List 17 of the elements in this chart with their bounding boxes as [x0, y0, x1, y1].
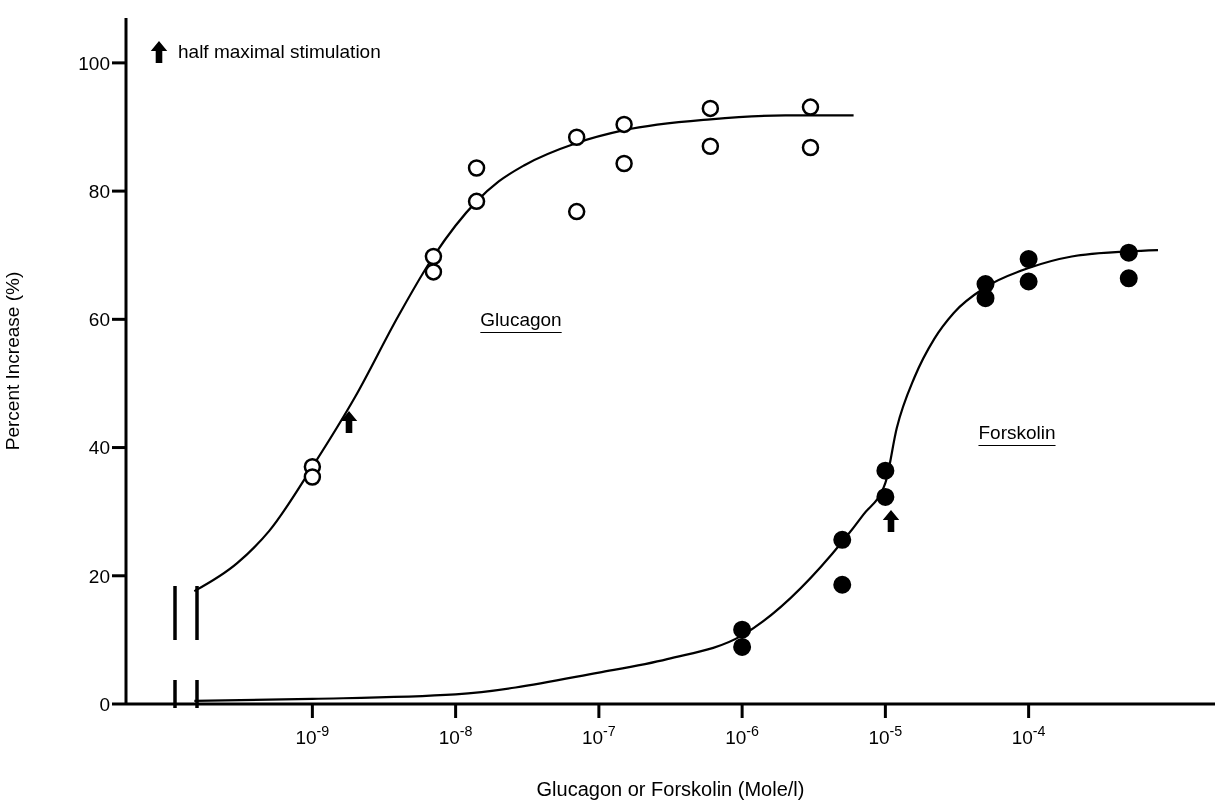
x-tick-label: 10$^{-5}$: [868, 723, 903, 748]
y-tick-label: 20: [88, 565, 110, 587]
y-tick-label: 40: [88, 437, 110, 459]
y-tick-label: 60: [88, 309, 110, 331]
y-axis-title: Percent Increase (%): [1, 271, 23, 451]
annotation: half maximal stimulation: [178, 41, 381, 63]
y-tick-label: 80: [88, 180, 110, 202]
x-tick-label: 10$^{-6}$: [725, 723, 760, 748]
x-tick-label: 10$^{-4}$: [1011, 723, 1046, 748]
annotation: Forskolin: [978, 422, 1056, 444]
x-tick-label: 10$^{-8}$: [438, 723, 473, 748]
y-tick-label: 100: [78, 52, 110, 74]
x-axis-title: Glucagon or Forskolin (Mole/l): [536, 778, 805, 800]
x-tick-label: 10$^{-7}$: [581, 723, 616, 748]
annotation: Glucagon: [480, 309, 562, 331]
x-tick-label: 10$^{-9}$: [295, 723, 330, 748]
y-tick-label: 0: [99, 693, 110, 715]
